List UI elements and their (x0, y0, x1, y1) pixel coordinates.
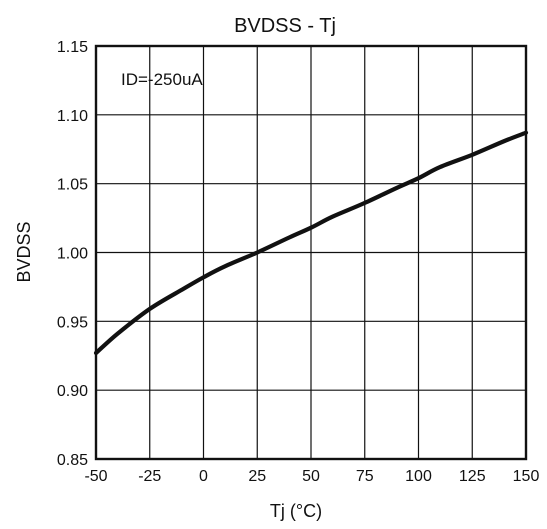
x-tick-label: 150 (513, 468, 540, 485)
y-tick-label: 0.85 (57, 452, 88, 469)
x-tick-label: 25 (248, 468, 266, 485)
test-condition-annotation: ID=-250uA (121, 70, 203, 89)
x-axis-label: Tj (°C) (270, 501, 322, 521)
x-tick-label: -25 (138, 468, 161, 485)
y-tick-label: 1.10 (57, 108, 88, 125)
bvdss-curve (93, 130, 529, 356)
y-tick-label: 1.15 (57, 39, 88, 56)
x-tick-label: 125 (459, 468, 486, 485)
y-axis-label: BVDSS (14, 221, 34, 282)
plot-frame (94, 44, 528, 461)
y-gridlines (96, 114, 526, 391)
y-tick-label: 0.95 (57, 314, 88, 331)
x-tick-label: 75 (356, 468, 374, 485)
y-tick-label: 1.05 (57, 177, 88, 194)
x-tick-labels: -50 -25 0 25 50 75 100 125 150 (84, 468, 539, 485)
y-tick-labels: 0.85 0.90 0.95 1.00 1.05 1.10 1.15 (57, 39, 88, 469)
series-layer (93, 130, 529, 356)
chart-title: BVDSS - Tj (234, 15, 336, 37)
x-tick-label: 100 (405, 468, 432, 485)
y-tick-label: 1.00 (57, 246, 88, 263)
x-tick-label: -50 (84, 468, 107, 485)
x-tick-label: 50 (302, 468, 320, 485)
y-tick-label: 0.90 (57, 383, 88, 400)
x-tick-label: 0 (199, 468, 208, 485)
